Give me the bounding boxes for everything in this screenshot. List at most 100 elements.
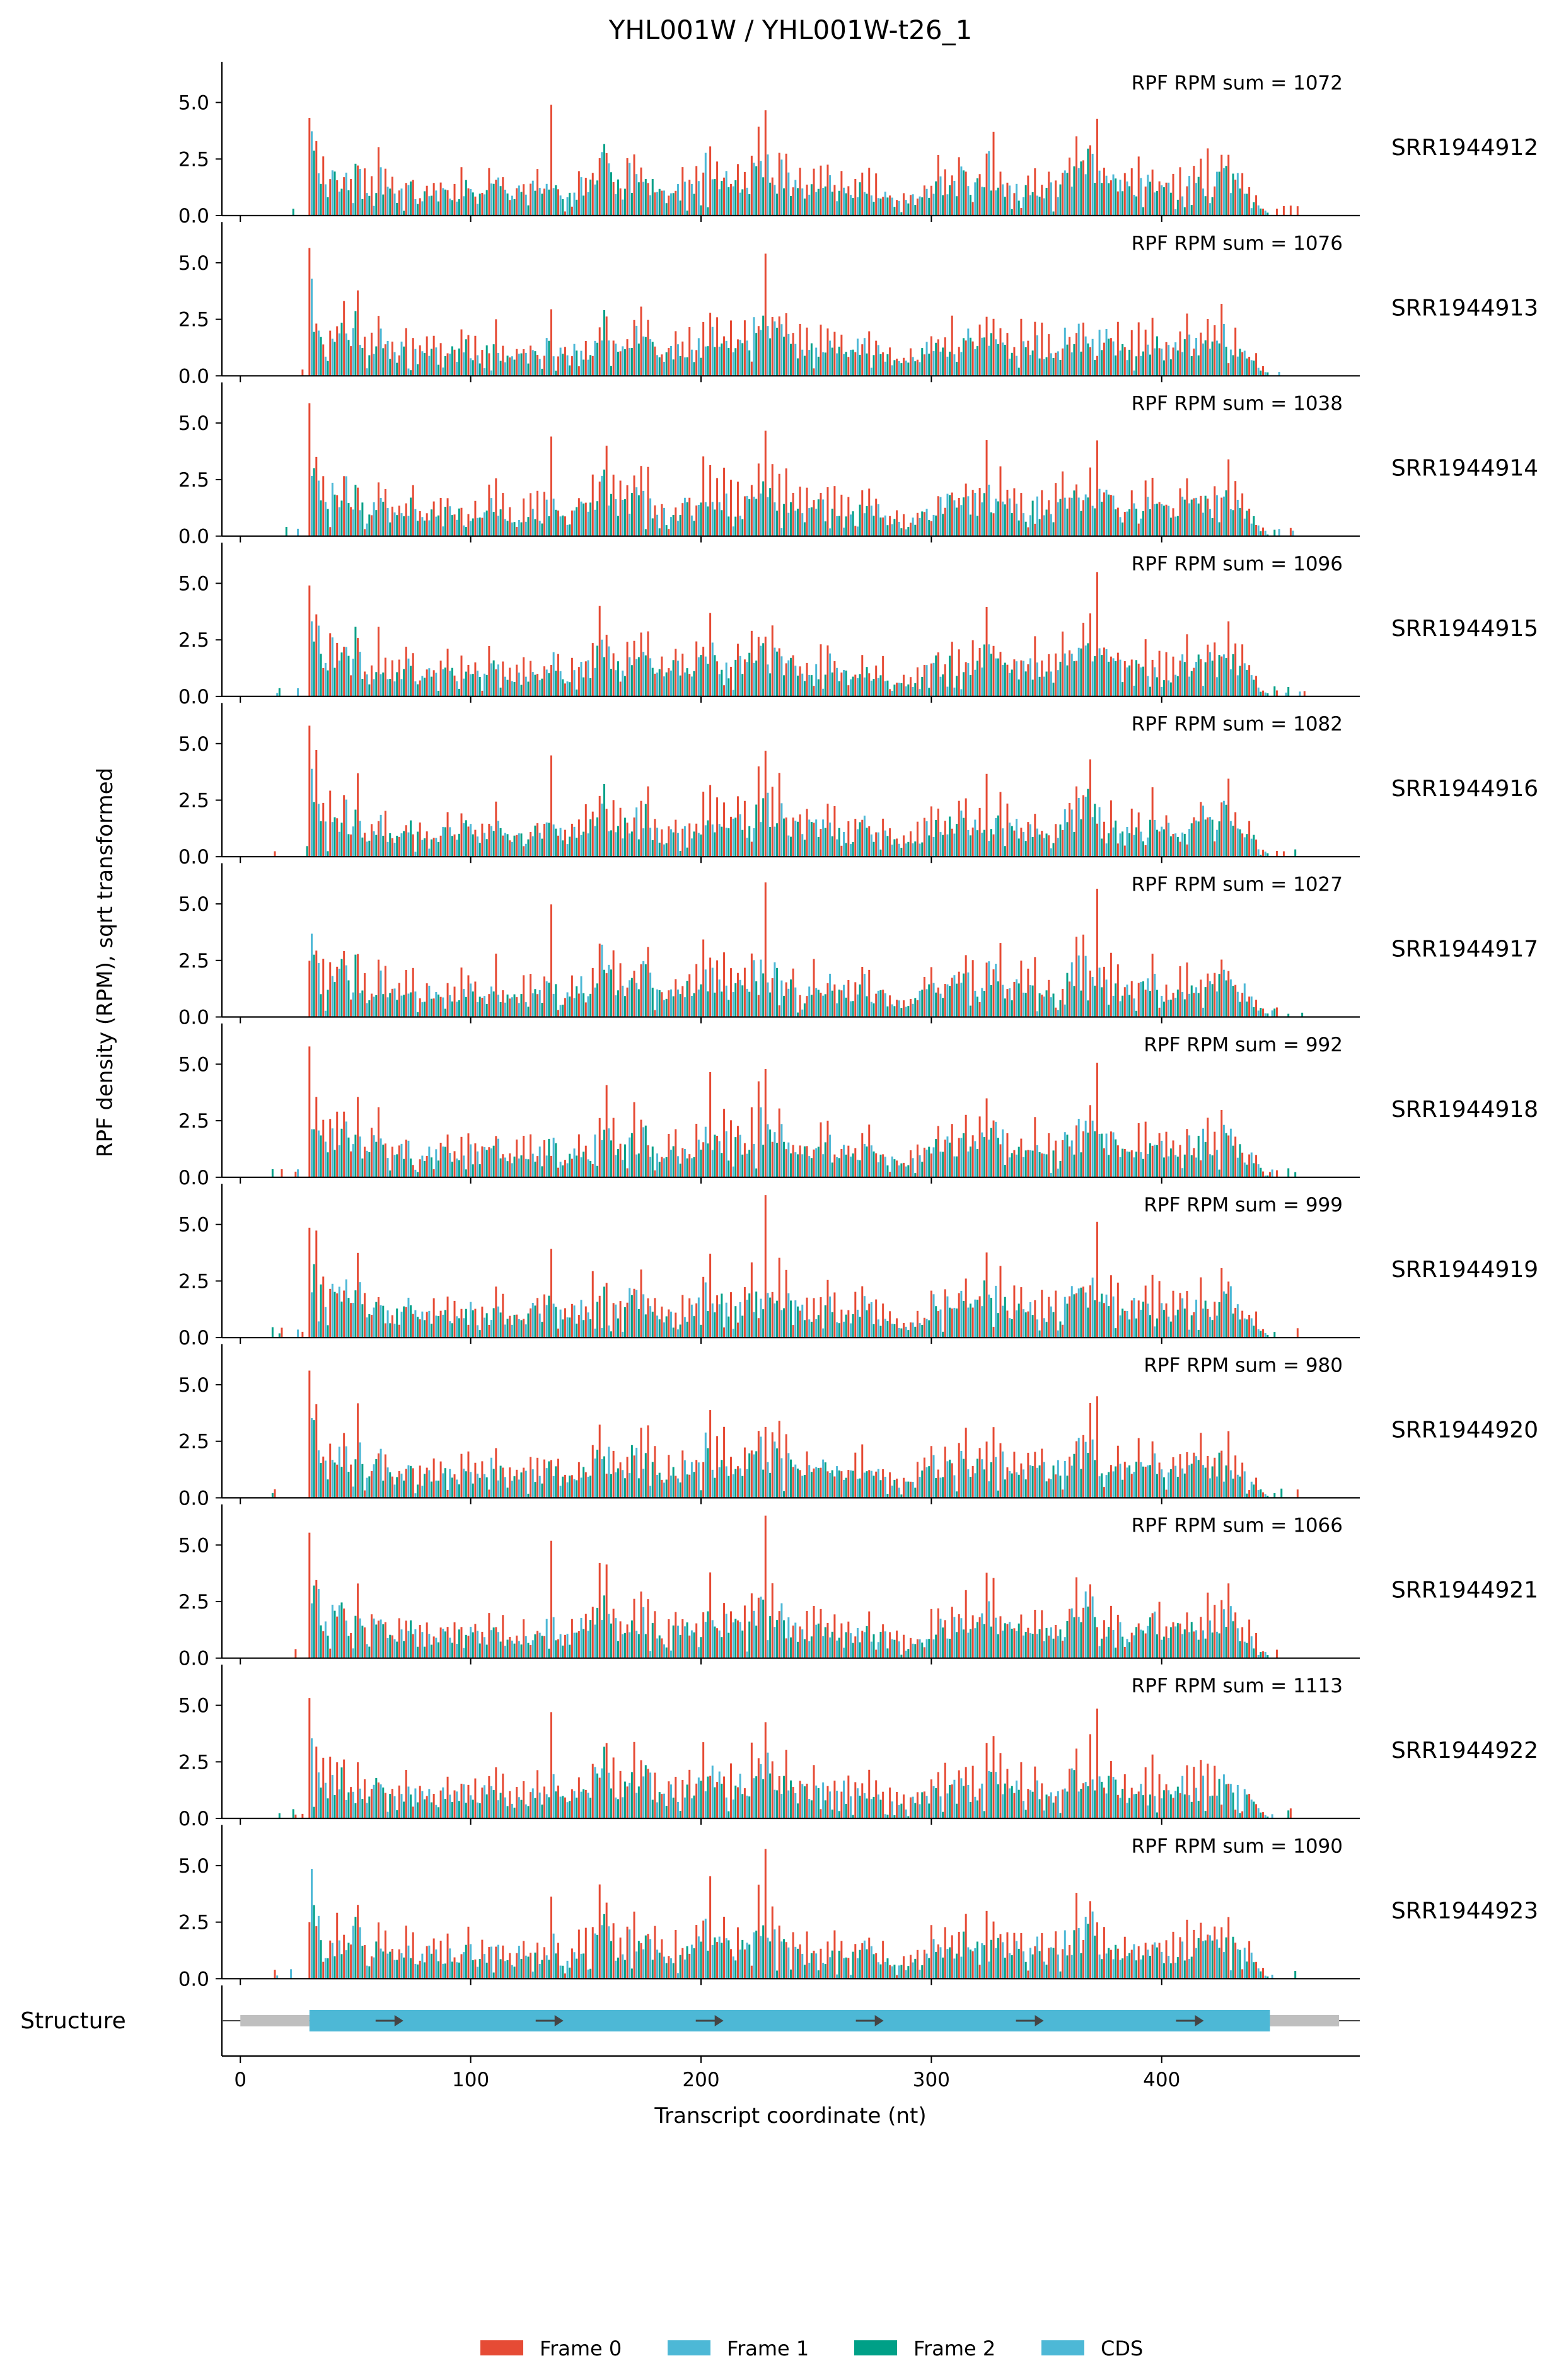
bar-frame1: [559, 1486, 562, 1498]
bar-frame2: [776, 823, 779, 857]
bars-SRR1944916: [274, 725, 1297, 857]
bar-frame2: [437, 515, 439, 536]
bar-frame1: [676, 1626, 679, 1658]
bar-frame2: [513, 1314, 516, 1338]
bar-frame2: [1038, 676, 1041, 696]
bar-frame0: [446, 190, 449, 216]
bar-frame0: [633, 1102, 635, 1177]
bar-frame0: [1137, 1791, 1140, 1818]
bar-frame2: [478, 363, 481, 376]
bar-frame0: [958, 1293, 960, 1338]
bar-frame1: [988, 841, 990, 857]
bar-frame1: [1112, 1630, 1115, 1658]
bar-frame2: [1156, 1812, 1158, 1818]
bar-frame0: [951, 978, 953, 1017]
bar-frame1: [919, 362, 921, 376]
bar-frame1: [1063, 1788, 1066, 1818]
bar-frame2: [327, 1479, 329, 1498]
bar-frame2: [914, 1326, 917, 1338]
bar-frame0: [371, 1470, 373, 1498]
bar-frame2: [1059, 1321, 1062, 1338]
bar-frame0: [792, 1626, 794, 1658]
bar-frame1: [380, 970, 382, 1017]
bar-frame2: [368, 1152, 371, 1177]
bar-frame1: [1215, 1315, 1218, 1338]
bar-frame2: [424, 1160, 426, 1177]
bar-frame0: [681, 986, 684, 1017]
bar-frame2: [340, 188, 343, 216]
bar-frame2: [879, 1799, 882, 1818]
bar-frame2: [672, 996, 675, 1017]
bar-frame1: [1105, 1294, 1108, 1338]
bars-SRR1944913: [301, 248, 1280, 376]
bar-frame0: [723, 802, 726, 857]
bar-frame1: [1188, 1465, 1191, 1498]
bar-frame0: [377, 482, 380, 536]
bar-frame0: [937, 496, 939, 536]
bar-frame2: [478, 194, 481, 216]
bar-frame1: [663, 1793, 666, 1818]
bar-frame0: [1151, 954, 1154, 1017]
bar-frame2: [375, 1941, 378, 1979]
bar-frame1: [317, 480, 320, 536]
bar-frame0: [1275, 209, 1278, 216]
bar-frame0: [1034, 1300, 1036, 1338]
bar-frame1: [925, 1319, 928, 1338]
bar-frame2: [672, 1467, 675, 1498]
bar-frame2: [810, 1800, 813, 1818]
bar-frame1: [1243, 1641, 1246, 1658]
bar-frame0: [833, 806, 836, 857]
bar-frame0: [412, 1165, 414, 1177]
bar-frame0: [605, 316, 608, 376]
bar-frame2: [1121, 1636, 1124, 1658]
bar-frame2: [956, 983, 958, 1017]
bar-frame1: [836, 353, 838, 376]
bar-frame2: [1142, 1630, 1145, 1658]
bar-frame2: [1266, 1013, 1269, 1017]
bar-frame0: [384, 344, 386, 376]
bar-frame2: [790, 836, 792, 857]
bar-frame1: [407, 993, 410, 1017]
bar-frame2: [313, 1420, 315, 1498]
bar-frame2: [1087, 1453, 1089, 1498]
bar-frame0: [985, 1441, 988, 1498]
bar-frame1: [421, 840, 424, 857]
bar-frame2: [1094, 985, 1096, 1017]
bar-frame0: [654, 505, 656, 536]
bar-frame1: [1215, 340, 1218, 376]
bar-frame0: [523, 1135, 525, 1177]
bar-frame2: [983, 991, 985, 1017]
bar-frame0: [460, 1308, 463, 1338]
bar-frame0: [467, 975, 470, 1017]
bar-frame2: [907, 1330, 910, 1338]
bar-frame0: [1165, 182, 1168, 216]
bar-frame0: [488, 1489, 490, 1498]
bar-frame0: [1048, 500, 1050, 536]
bar-frame2: [679, 851, 681, 857]
bar-frame2: [1045, 1627, 1048, 1658]
bar-frame0: [1027, 1452, 1029, 1498]
bar-frame0: [446, 1776, 449, 1818]
bar-frame1: [1002, 1794, 1004, 1818]
bar-frame0: [481, 192, 484, 216]
bar-frame1: [753, 1610, 755, 1658]
bar-frame1: [753, 662, 755, 696]
bar-frame0: [750, 1593, 753, 1658]
bar-frame0: [343, 795, 345, 857]
bar-frame1: [311, 279, 313, 376]
bar-frame1: [774, 502, 776, 536]
bar-frame1: [400, 1794, 403, 1818]
bar-frame1: [870, 195, 872, 216]
bar-frame0: [1179, 661, 1181, 696]
bar-frame2: [859, 504, 861, 536]
bar-frame0: [1110, 656, 1112, 696]
bar-frame0: [806, 184, 808, 216]
bar-frame1: [1174, 674, 1177, 696]
bar-frame2: [1211, 517, 1214, 536]
bar-frame0: [757, 995, 760, 1017]
bar-frame2: [354, 163, 357, 216]
bar-frame2: [1011, 1153, 1013, 1177]
bar-frame2: [859, 354, 861, 376]
bar-frame1: [746, 1795, 748, 1818]
bar-frame1: [531, 993, 534, 1017]
